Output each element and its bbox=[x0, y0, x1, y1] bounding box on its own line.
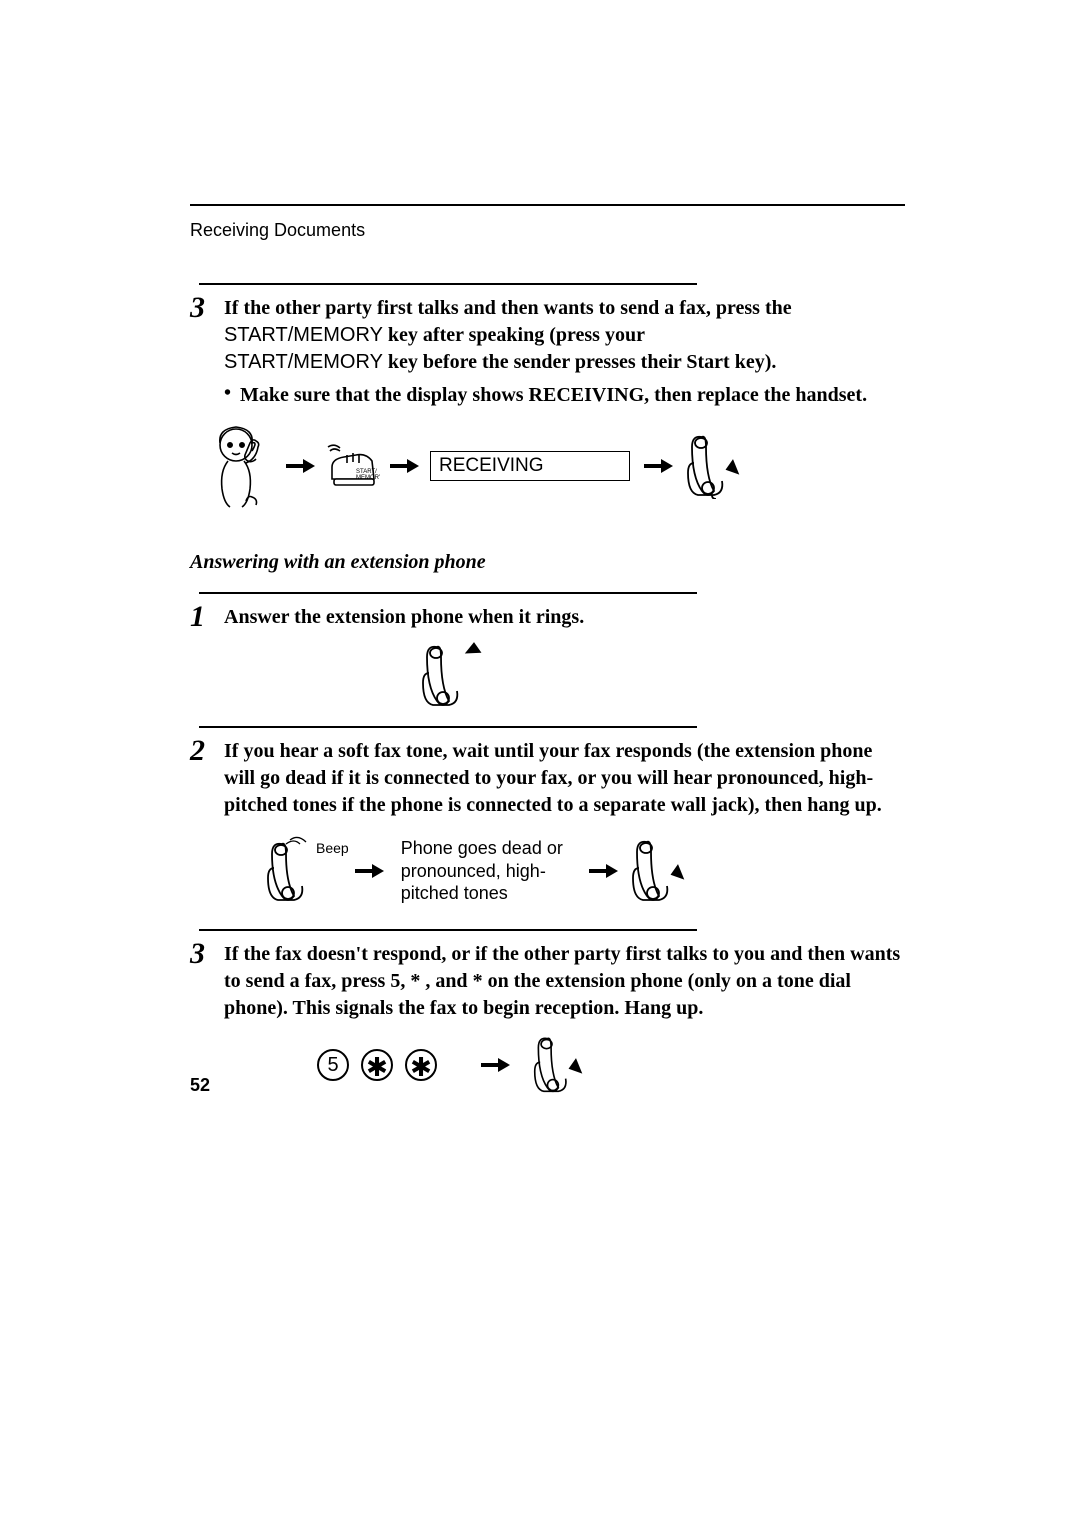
handset-pickup-icon bbox=[419, 643, 477, 709]
step-body: If the other party first talks and then … bbox=[224, 295, 905, 376]
arrow-icon bbox=[589, 864, 619, 878]
person-on-phone-icon bbox=[200, 423, 276, 509]
tones-label: Phone goes dead or pronounced, high-pitc… bbox=[401, 837, 573, 905]
step-3a: 3 If the other party first talks and the… bbox=[190, 295, 905, 376]
key-star: * bbox=[473, 970, 483, 992]
step-rule bbox=[199, 592, 697, 594]
text: , bbox=[400, 970, 410, 992]
key-name: START/MEMORY bbox=[224, 351, 383, 373]
bullet: • Make sure that the display shows RECEI… bbox=[224, 382, 905, 409]
document-page: Receiving Documents 3 If the other party… bbox=[0, 0, 1080, 1528]
illustration-row-receiving: START/ MEMORY RECEIVING bbox=[200, 421, 905, 511]
display-box: RECEIVING bbox=[430, 451, 630, 481]
step-number: 2 bbox=[190, 736, 224, 766]
svg-text:MEMORY: MEMORY bbox=[356, 475, 380, 481]
key-5: 5 bbox=[390, 970, 400, 992]
text: , and bbox=[420, 970, 472, 992]
key-star-icon: ✱ bbox=[361, 1049, 393, 1081]
step-body: If the fax doesn't respond, or if the ot… bbox=[224, 941, 905, 1022]
handset-hangup-icon bbox=[531, 1035, 585, 1095]
top-rule bbox=[190, 204, 905, 206]
handset-hangup-icon bbox=[629, 838, 687, 904]
arrow-icon bbox=[286, 459, 316, 473]
step-rule bbox=[199, 929, 697, 931]
handset-beep-icon: Beep bbox=[260, 836, 349, 906]
step-number: 3 bbox=[190, 293, 224, 323]
illustration-row-keys: 5 ✱ ✱ bbox=[199, 1030, 697, 1100]
step-number: 1 bbox=[190, 602, 224, 632]
illustration-row-pickup bbox=[199, 640, 697, 712]
step-2: 2 If you hear a soft fax tone, wait unti… bbox=[190, 738, 905, 819]
text: key after speaking (press your bbox=[383, 324, 645, 346]
bullet-text: Make sure that the display shows RECEIVI… bbox=[240, 382, 905, 409]
key-name: START/MEMORY bbox=[224, 324, 383, 346]
bullet-marker: • bbox=[224, 382, 240, 409]
arrow-icon bbox=[481, 1058, 511, 1072]
subheading: Answering with an extension phone bbox=[190, 551, 905, 574]
step-number: 3 bbox=[190, 939, 224, 969]
running-head: Receiving Documents bbox=[190, 220, 905, 241]
step-body: Answer the extension phone when it rings… bbox=[224, 604, 905, 631]
illustration-row-tones: Beep Phone goes dead or pronounced, high… bbox=[260, 831, 905, 911]
key-5-icon: 5 bbox=[317, 1049, 349, 1081]
step-3b: 3 If the fax doesn't respond, or if the … bbox=[190, 941, 905, 1022]
key-star-icon: ✱ bbox=[405, 1049, 437, 1081]
step-body: If you hear a soft fax tone, wait until … bbox=[224, 738, 905, 819]
arrow-icon bbox=[390, 459, 420, 473]
step-rule bbox=[199, 726, 697, 728]
page-number: 52 bbox=[190, 1075, 210, 1096]
handset-hangup-icon bbox=[684, 433, 742, 499]
arrow-icon bbox=[644, 459, 674, 473]
fax-start-key-icon: START/ MEMORY bbox=[326, 443, 380, 489]
key-star: * bbox=[410, 970, 420, 992]
step-1: 1 Answer the extension phone when it rin… bbox=[190, 604, 905, 632]
text: key before the sender presses their Star… bbox=[383, 351, 776, 373]
beep-label: Beep bbox=[316, 840, 349, 856]
text: If the other party first talks and then … bbox=[224, 297, 792, 319]
arrow-icon bbox=[355, 864, 385, 878]
step-rule bbox=[199, 283, 697, 285]
